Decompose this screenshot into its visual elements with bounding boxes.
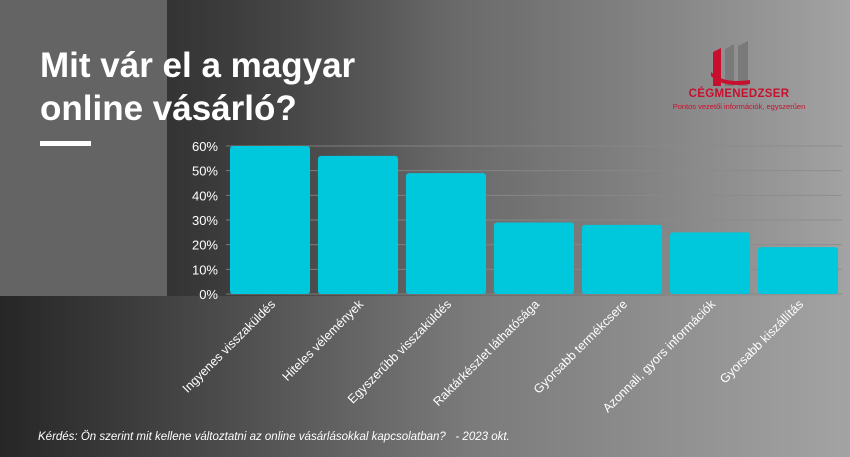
logo-tagline: Pontos vezetői információk, egyszerűen	[672, 102, 806, 111]
x-tick-label: Gyorsabb kiszállítás	[717, 297, 806, 386]
y-tick-label: 30%	[192, 213, 218, 228]
x-tick-label: Egyszerűbb visszaküldés	[345, 297, 454, 406]
brand-logo: CÉGMENEDZSER Pontos vezetői információk,…	[668, 38, 810, 114]
y-tick-label: 60%	[192, 139, 218, 154]
y-tick-label: 0%	[199, 287, 218, 302]
y-tick-label: 50%	[192, 164, 218, 179]
left-dark-panel	[0, 0, 167, 296]
x-tick-label: Gyorsabb termékcsere	[531, 297, 630, 396]
survey-footnote: Kérdés: Ön szerint mit kellene változtat…	[38, 431, 510, 443]
logo-name: CÉGMENEDZSER	[688, 88, 790, 100]
y-tick-label: 40%	[192, 188, 218, 203]
bar	[405, 173, 487, 294]
bar	[581, 224, 663, 294]
page-title: Mit vár el a magyar online vásárló?	[40, 44, 355, 130]
y-tick-label: 10%	[192, 262, 218, 277]
y-tick-label: 20%	[192, 238, 218, 253]
title-underline	[40, 141, 91, 146]
bar	[493, 222, 575, 294]
logo-bars-icon	[711, 41, 750, 86]
x-tick-label: Ingyenes visszaküldés	[180, 297, 278, 395]
title-line-1: Mit vár el a magyar	[40, 46, 356, 85]
x-tick-label: Hiteles vélemények	[280, 297, 367, 384]
title-line-2: online vásárló?	[40, 89, 297, 128]
bar	[317, 155, 399, 294]
bar	[669, 232, 751, 294]
bar	[229, 146, 311, 294]
bar	[757, 247, 839, 294]
